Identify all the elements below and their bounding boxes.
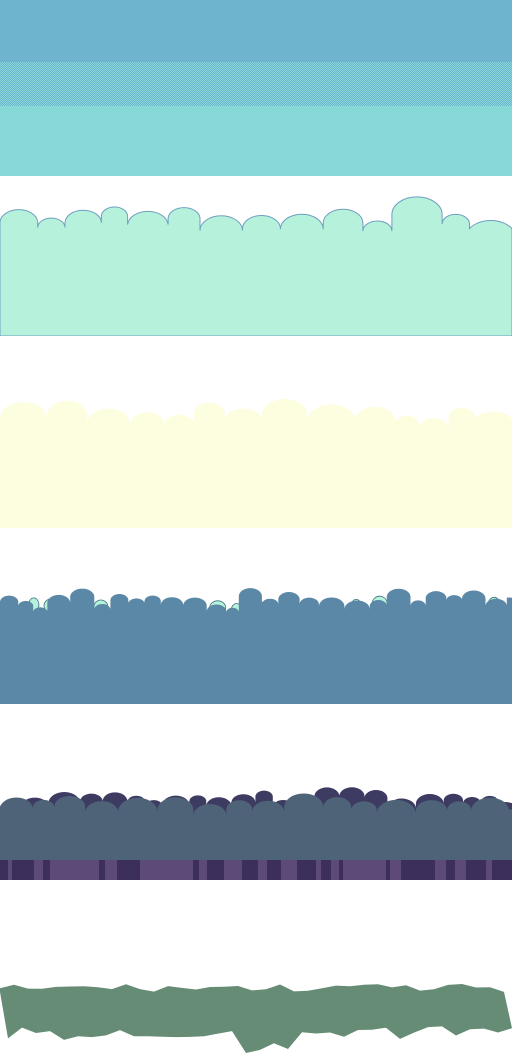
bushes-layer — [0, 880, 512, 1056]
tree-trunk — [247, 860, 252, 880]
tree-trunk — [129, 860, 140, 880]
tree-trunk — [224, 860, 235, 880]
tree-trunk — [158, 860, 163, 880]
cloud-front-band — [0, 196, 512, 336]
tree-trunk — [199, 860, 207, 880]
tree-trunk — [408, 860, 418, 880]
tree-trunk — [4, 860, 8, 880]
tree-trunk — [252, 860, 258, 880]
tree-trunk — [276, 860, 281, 880]
tree-trunk — [425, 860, 435, 880]
tree-trunk — [163, 860, 171, 880]
tree-trunk — [43, 860, 50, 880]
tree-trunk — [74, 860, 82, 880]
tree-trunk — [492, 860, 500, 880]
mountains-layer — [0, 528, 512, 704]
forest-band — [0, 787, 512, 880]
tree-trunk — [0, 860, 4, 880]
tree-trunk — [308, 860, 316, 880]
tree-trunk — [193, 860, 199, 880]
tree-trunk — [360, 860, 365, 880]
tree-trunk — [510, 860, 512, 880]
tree-trunk — [92, 860, 99, 880]
tree-trunk — [331, 860, 339, 880]
tree-trunk — [87, 860, 92, 880]
tree-trunk — [281, 860, 288, 880]
forest-layer — [0, 704, 512, 880]
tree-trunk — [60, 860, 69, 880]
tree-trunk — [82, 860, 87, 880]
tree-trunk — [213, 860, 224, 880]
tree-trunk — [267, 860, 276, 880]
tree-trunk — [12, 860, 23, 880]
tree-trunk — [112, 860, 117, 880]
tree-trunk — [401, 860, 408, 880]
tree-trunk — [105, 860, 112, 880]
tree-trunk — [418, 860, 425, 880]
tree-trunk — [147, 860, 153, 880]
tree-trunk — [99, 860, 105, 880]
tree-trunk — [153, 860, 158, 880]
clouds-front-layer — [0, 176, 512, 336]
tree-trunk — [242, 860, 247, 880]
tree-trunk — [500, 860, 510, 880]
tree-trunk — [8, 860, 12, 880]
tree-trunk — [475, 860, 486, 880]
tree-trunk — [354, 860, 360, 880]
tree-trunk — [186, 860, 193, 880]
tree-trunk — [466, 860, 475, 880]
tree-trunk — [288, 860, 297, 880]
tree-trunk — [321, 860, 331, 880]
tree-trunk — [386, 860, 390, 880]
tree-trunk — [316, 860, 321, 880]
tree-trunk — [343, 860, 354, 880]
cloud-back-band — [0, 398, 512, 528]
tree-trunk — [446, 860, 455, 880]
tree-trunk — [23, 860, 34, 880]
tree-trunk — [339, 860, 343, 880]
tree-trunk — [365, 860, 376, 880]
tree-trunk — [258, 860, 267, 880]
tree-trunk — [34, 860, 43, 880]
bush-band — [0, 984, 512, 1053]
tree-trunk — [171, 860, 176, 880]
tree-trunk — [455, 860, 466, 880]
mountain-range — [0, 588, 512, 704]
tree-trunk — [304, 860, 308, 880]
tree-trunk — [435, 860, 446, 880]
tree-trunks — [0, 860, 512, 880]
tree-trunk — [50, 860, 56, 880]
sky-gradient — [0, 0, 512, 176]
tree-trunk — [486, 860, 492, 880]
sky-layer — [0, 0, 512, 176]
clouds-back-layer — [0, 336, 512, 528]
tree-trunk — [235, 860, 242, 880]
tree-trunk — [117, 860, 123, 880]
tree-trunk — [207, 860, 213, 880]
tree-trunk — [390, 860, 401, 880]
tree-trunk — [140, 860, 147, 880]
tree-trunk — [123, 860, 129, 880]
tree-trunk — [69, 860, 74, 880]
tree-trunk — [56, 860, 60, 880]
tree-trunk — [176, 860, 186, 880]
tree-trunk — [297, 860, 304, 880]
tree-trunk — [376, 860, 386, 880]
